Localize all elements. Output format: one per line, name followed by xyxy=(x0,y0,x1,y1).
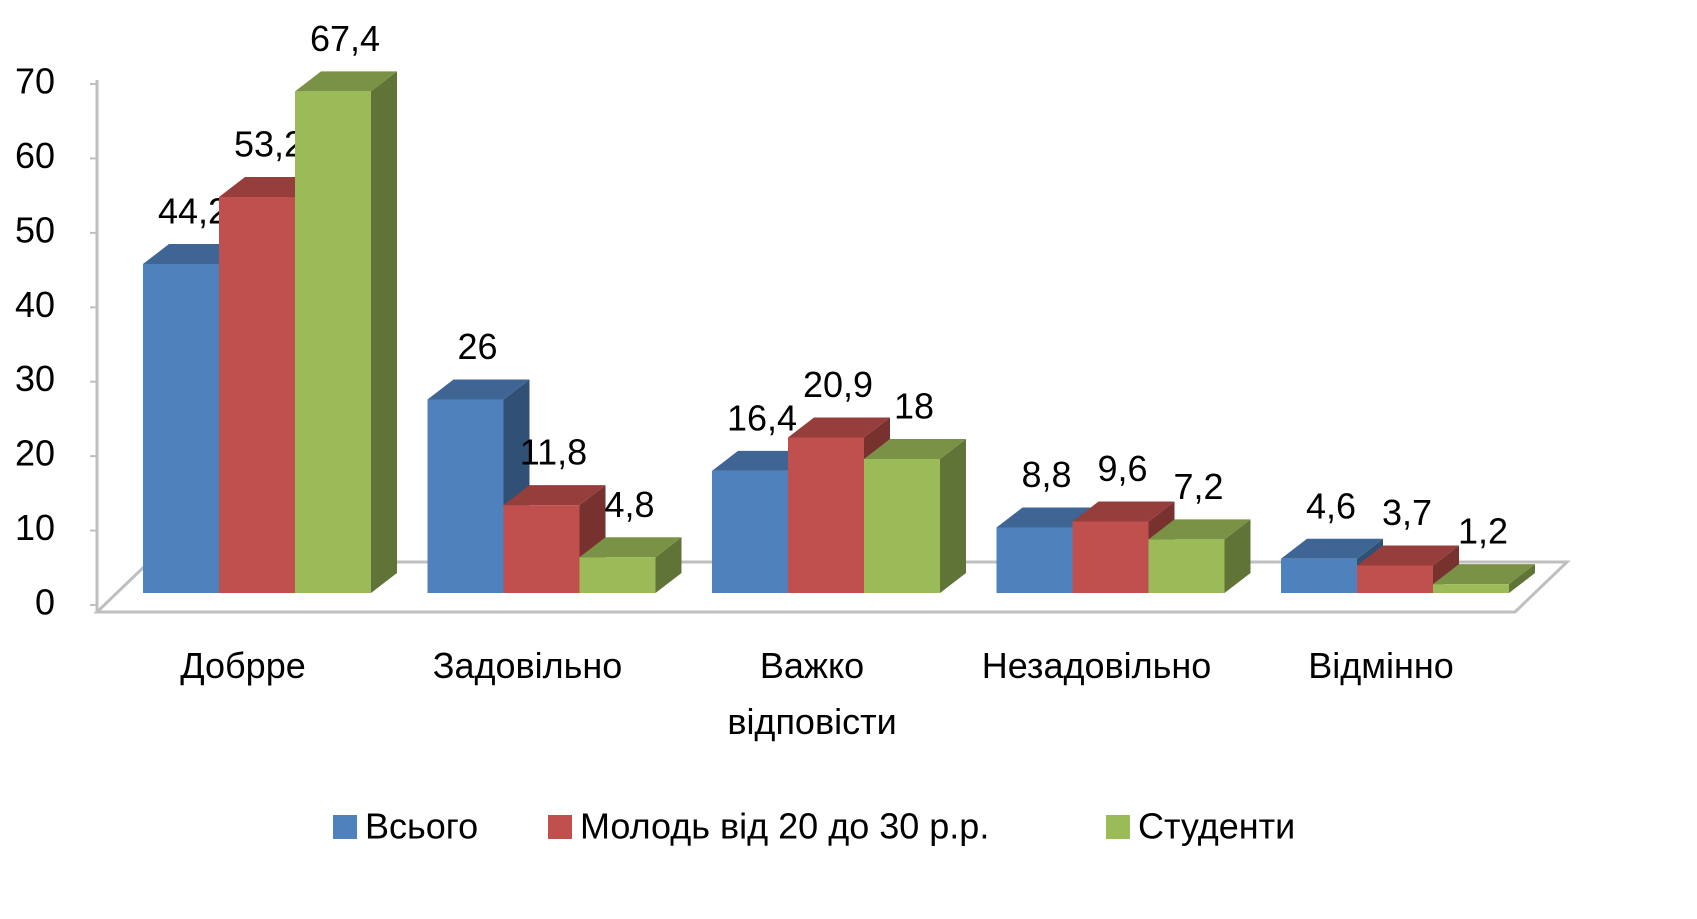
x-tick-label: Незадовільно xyxy=(981,645,1212,686)
y-tick-label: 30 xyxy=(15,358,55,399)
data-label: 8,8 xyxy=(1021,454,1071,495)
y-tick-label: 20 xyxy=(15,433,55,474)
bar xyxy=(864,439,966,593)
data-label: 3,7 xyxy=(1382,492,1432,533)
legend-swatch xyxy=(1106,815,1130,839)
y-tick-label: 70 xyxy=(15,61,55,102)
bar-face xyxy=(1357,545,1459,566)
bar-face xyxy=(864,459,940,593)
x-tick-label: Добрре xyxy=(180,645,306,686)
bar-face xyxy=(219,197,295,594)
floor xyxy=(93,560,1571,614)
bar-face xyxy=(1224,519,1251,593)
legend-label: Молодь від 20 до 30 р.р. xyxy=(580,806,989,847)
data-label: 20,9 xyxy=(803,364,873,405)
y-tick-label: 0 xyxy=(35,582,55,623)
bar-face xyxy=(371,71,397,593)
bar-face xyxy=(295,71,397,92)
legend-label: Студенти xyxy=(1138,806,1295,847)
data-label: 7,2 xyxy=(1173,466,1223,507)
y-tick-label: 10 xyxy=(15,507,55,548)
bar-face xyxy=(1433,564,1535,585)
data-label: 4,6 xyxy=(1306,485,1356,526)
data-label: 4,8 xyxy=(604,484,654,525)
data-label: 16,4 xyxy=(727,397,797,438)
y-tick-label: 60 xyxy=(15,135,55,176)
bar-face xyxy=(788,437,864,593)
bar-face xyxy=(579,537,682,558)
bar-face xyxy=(712,470,788,593)
bar-face xyxy=(427,379,530,400)
y-tick-label: 50 xyxy=(15,209,55,250)
bar-face xyxy=(143,264,219,593)
bar-face xyxy=(1148,539,1225,593)
x-tick-label: Відмінно xyxy=(1308,645,1454,686)
legend-swatch xyxy=(333,815,357,839)
bar-face xyxy=(579,557,656,593)
bar-face xyxy=(1433,584,1509,593)
bar-face xyxy=(427,399,504,593)
data-label: 26 xyxy=(457,326,497,367)
bar xyxy=(579,537,682,593)
data-label: 18 xyxy=(894,386,934,427)
x-tick-label: Задовільно xyxy=(432,645,623,686)
bar-face xyxy=(1072,521,1149,593)
bar xyxy=(503,485,606,593)
x-tick-label: Важко відповісти xyxy=(727,645,897,742)
bar xyxy=(1433,564,1535,593)
bar-face xyxy=(295,91,371,593)
bar-face xyxy=(655,537,682,593)
bar-face xyxy=(788,417,890,438)
bar xyxy=(1148,519,1251,593)
bar-face xyxy=(1281,558,1357,593)
data-label: 44,2 xyxy=(158,191,228,232)
y-tick-label: 40 xyxy=(15,284,55,325)
data-label: 53,2 xyxy=(234,124,304,165)
bar-face xyxy=(1281,538,1383,559)
bar-face xyxy=(1357,565,1433,593)
bar xyxy=(295,71,397,593)
bar-face xyxy=(503,485,606,506)
data-label: 67,4 xyxy=(310,18,380,59)
data-label: 11,8 xyxy=(520,432,587,473)
data-label: 1,2 xyxy=(1458,511,1508,552)
bar-face xyxy=(996,527,1073,593)
bar-face xyxy=(1072,501,1175,522)
bar-face xyxy=(503,505,580,593)
legend-swatch xyxy=(548,815,572,839)
data-label: 9,6 xyxy=(1097,448,1147,489)
legend-label: Всього xyxy=(365,806,478,847)
bar-face xyxy=(1148,519,1251,540)
bar-face xyxy=(940,439,966,593)
bar-face xyxy=(1509,564,1535,593)
bar-face xyxy=(864,439,966,460)
